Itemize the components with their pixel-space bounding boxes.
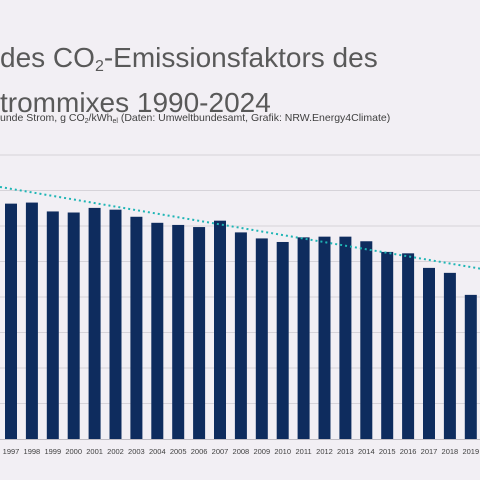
bar-1997 [5,203,17,439]
bar-2015 [381,251,394,439]
tick-label-1998: 1998 [24,447,41,456]
tick-label-2017: 2017 [421,447,438,456]
bar-2008 [234,232,247,439]
bar-2002 [109,209,122,439]
bar-2017 [423,267,435,439]
trendline [0,185,480,270]
bar-2011 [297,237,310,439]
bar-2010 [276,241,289,439]
tick-label-2011: 2011 [296,447,312,456]
bar-2014 [360,241,373,439]
tick-label-2006: 2006 [191,447,208,456]
title-line-1: des CO2-Emissionsfaktors des [0,42,378,75]
bar-2001 [88,207,101,439]
bar-2000 [67,212,80,439]
tick-label-2007: 2007 [212,447,229,456]
tick-label-2008: 2008 [233,447,250,456]
tick-label-1999: 1999 [44,447,61,456]
bar-2005 [172,224,185,439]
bar-2006 [193,227,206,439]
bar-2016 [402,253,415,439]
bar-2013 [339,236,352,439]
bar-2003 [130,216,143,439]
bar-1999 [46,211,59,439]
tick-label-2001: 2001 [86,447,103,456]
tick-label-2000: 2000 [65,447,82,456]
tick-label-2009: 2009 [253,447,270,456]
bar-2019 [464,294,477,439]
title-line-2: trommixes 1990-2024 [0,87,271,118]
tick-label-2012: 2012 [316,447,333,456]
bar-2012 [318,236,331,439]
tick-label-2004: 2004 [149,447,166,456]
bar-2018 [443,272,456,439]
tick-label-2010: 2010 [274,447,291,456]
tick-label-2003: 2003 [128,447,145,456]
tick-label-1997: 1997 [3,447,20,456]
tick-label-2015: 2015 [379,447,396,456]
bar-2004 [151,222,164,439]
bar-2009 [255,238,268,439]
tick-label-2019: 2019 [462,447,479,456]
tick-label-2018: 2018 [442,447,459,456]
tick-label-2005: 2005 [170,447,187,456]
tick-label-2016: 2016 [400,447,417,456]
bar-1998 [25,202,38,439]
tick-label-2013: 2013 [337,447,354,456]
chart-title: des CO2-Emissionsfaktors des trommixes 1… [0,40,378,121]
tick-label-2014: 2014 [358,447,375,456]
tick-label-2002: 2002 [107,447,124,456]
chart-subtitle: unde Strom, g CO2/kWhel (Daten: Umweltbu… [0,112,391,125]
bar-2007 [214,220,226,439]
